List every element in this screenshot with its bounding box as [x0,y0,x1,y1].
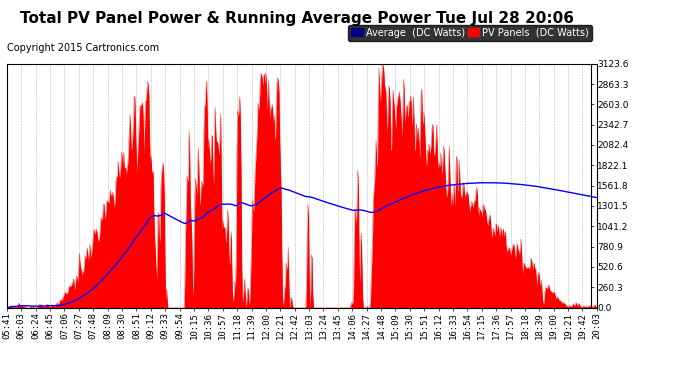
Text: Total PV Panel Power & Running Average Power Tue Jul 28 20:06: Total PV Panel Power & Running Average P… [20,11,573,26]
Text: Copyright 2015 Cartronics.com: Copyright 2015 Cartronics.com [7,43,159,53]
Legend: Average  (DC Watts), PV Panels  (DC Watts): Average (DC Watts), PV Panels (DC Watts) [348,25,592,40]
